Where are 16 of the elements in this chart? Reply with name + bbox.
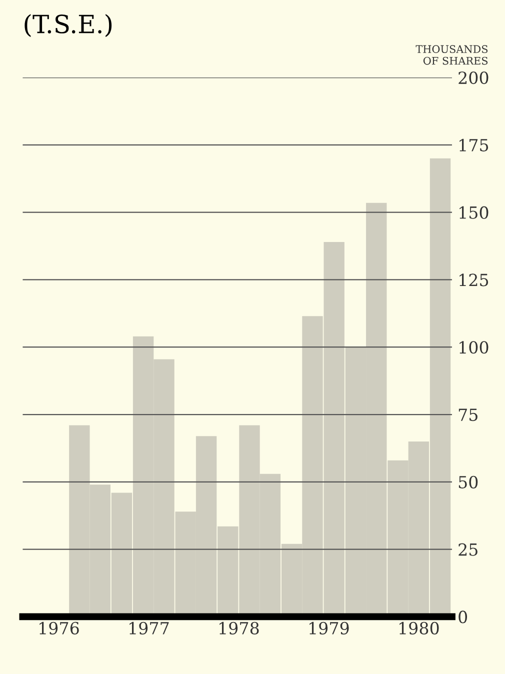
x-tick-label: 1977 [130,622,169,634]
x-tick-label: 1979 [310,622,349,634]
x-tick-label: 1976 [40,622,79,634]
y-tick-label: 100 [460,341,488,354]
chart-title: (T.S.E.) [24,14,112,37]
y-axis-title: THOUSANDS OF SHARES [416,45,488,65]
y-tick-label: 50 [458,476,478,488]
x-tick-label: 1980 [400,622,439,634]
y-tick-label: 125 [460,274,488,286]
y-tick-label: 0 [458,610,468,624]
y-tick-label: 75 [458,408,478,422]
y-tick-label: 175 [460,138,488,152]
y-tick-label: 150 [460,206,488,219]
y-tick-label: 200 [458,71,488,84]
x-tick-label: 1978 [220,622,259,634]
y-tick-label: 25 [458,543,478,556]
